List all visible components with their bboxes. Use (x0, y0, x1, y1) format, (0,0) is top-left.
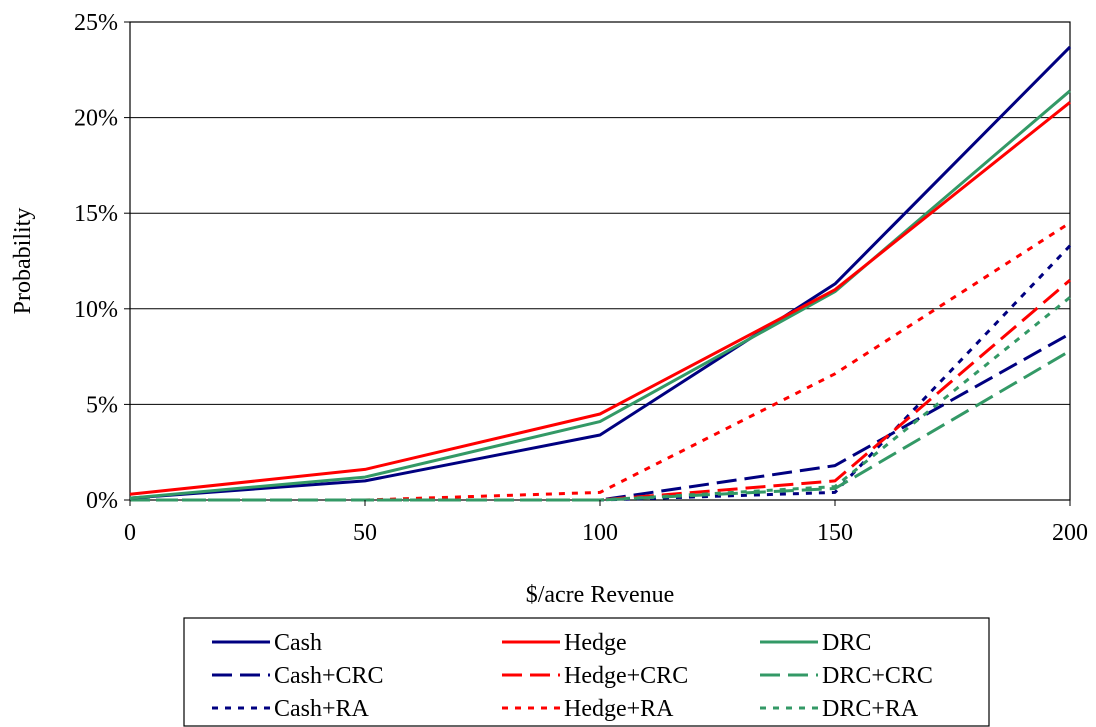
series-line-cash-plus-crc (130, 332, 1071, 502)
legend-label-cash-plus-ra: Cash+RA (274, 696, 370, 722)
legend-label-drc: DRC (822, 630, 871, 656)
y-axis-tick-labels: 0% 5% 10% 15% 20% 25% (74, 10, 130, 514)
series-lines (129, 45, 1072, 502)
grid-lines (130, 21, 1070, 501)
y-tick-label: 25% (74, 10, 118, 36)
legend: Cash Cash+CRC Cash+RA Hedge Hedge+CRC Hedge+R… (183, 617, 990, 727)
legend-label-drc-plus-ra: DRC+RA (822, 696, 919, 722)
legend-box (183, 617, 990, 727)
x-tick-label: 0 (124, 520, 136, 546)
y-tick-label: 0% (86, 488, 118, 514)
x-tick-label: 200 (1052, 520, 1088, 546)
series-line-drc-plus-crc (130, 349, 1071, 502)
y-tick-label: 10% (74, 297, 118, 323)
series-line-hedge (129, 101, 1071, 496)
x-tick-label: 50 (353, 520, 377, 546)
y-tick-label: 5% (86, 392, 118, 418)
x-tick-label: 150 (817, 520, 853, 546)
y-tick-label: 15% (74, 201, 118, 227)
legend-label-hedge-plus-crc: Hedge+CRC (564, 663, 688, 689)
y-tick-label: 20% (74, 106, 118, 132)
series-line-hedge-plus-ra (130, 221, 1071, 502)
series-line-cash (129, 45, 1072, 500)
legend-label-cash-plus-crc: Cash+CRC (274, 663, 384, 689)
legend-label-cash: Cash (274, 630, 322, 656)
series-line-cash-plus-ra (130, 244, 1072, 502)
legend-label-drc-plus-crc: DRC+CRC (822, 663, 933, 689)
legend-label-hedge: Hedge (564, 630, 627, 656)
x-axis-tick-labels: 0 50 100 150 200 (124, 500, 1088, 546)
x-tick-label: 100 (582, 520, 618, 546)
plot-area-frame (129, 21, 1071, 501)
series-line-drc (129, 89, 1071, 500)
y-axis-label: Probability (10, 208, 36, 315)
legend-label-hedge-plus-ra: Hedge+RA (564, 696, 674, 722)
x-axis-label: $/acre Revenue (526, 582, 675, 608)
